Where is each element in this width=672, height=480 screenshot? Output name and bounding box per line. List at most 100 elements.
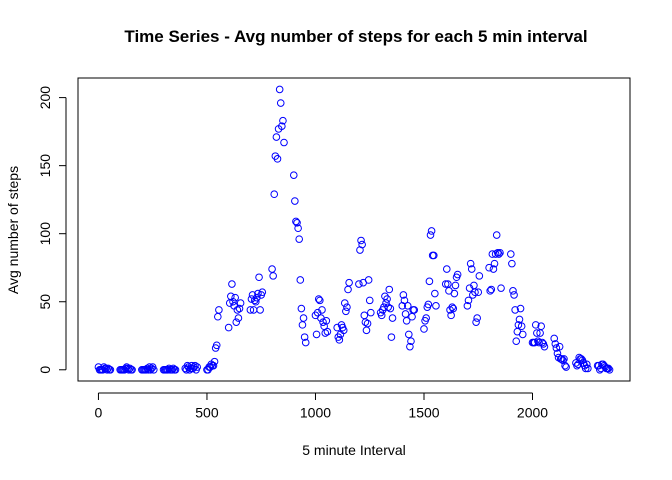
- point: [388, 314, 397, 322]
- point: [361, 318, 370, 326]
- point: [432, 302, 440, 310]
- y-tick-label: 150: [37, 154, 53, 178]
- point: [511, 306, 519, 314]
- point: [447, 311, 455, 320]
- point: [251, 297, 260, 306]
- point: [516, 304, 525, 313]
- point: [558, 355, 566, 363]
- point: [294, 224, 302, 233]
- point: [367, 308, 375, 317]
- point: [467, 265, 476, 273]
- point: [231, 293, 239, 302]
- point: [584, 364, 592, 373]
- x-axis-label: 5 minute Interval: [302, 442, 406, 458]
- point: [517, 322, 526, 331]
- point: [407, 337, 415, 346]
- point: [256, 306, 264, 314]
- point: [268, 265, 276, 273]
- point: [321, 329, 330, 337]
- point: [246, 306, 255, 314]
- y-axis-label: Avg number of steps: [5, 166, 21, 294]
- point: [472, 318, 480, 326]
- point: [562, 363, 570, 371]
- point: [385, 285, 394, 294]
- point: [382, 299, 390, 307]
- point: [497, 284, 505, 292]
- point: [168, 365, 177, 374]
- point: [515, 315, 524, 324]
- point: [340, 299, 349, 307]
- point: [358, 240, 366, 249]
- point: [431, 289, 439, 298]
- point: [507, 250, 515, 258]
- point: [234, 314, 243, 322]
- point: [453, 270, 462, 279]
- point: [450, 289, 459, 298]
- point: [279, 116, 287, 125]
- point: [493, 248, 502, 257]
- point: [495, 250, 503, 258]
- point: [491, 250, 500, 258]
- x-tick-label: 2000: [517, 405, 548, 421]
- x-tick-label: 500: [195, 405, 219, 421]
- point: [289, 171, 298, 179]
- point: [508, 259, 516, 268]
- point: [357, 236, 365, 245]
- point: [149, 365, 158, 374]
- point: [492, 231, 501, 239]
- point: [531, 321, 540, 329]
- point: [335, 336, 344, 344]
- point: [573, 361, 581, 370]
- point: [316, 296, 324, 305]
- point: [364, 276, 373, 284]
- point: [490, 259, 499, 268]
- point: [365, 296, 374, 305]
- point: [272, 133, 281, 141]
- point: [344, 285, 352, 294]
- point: [463, 302, 472, 310]
- point: [509, 287, 517, 295]
- point: [233, 306, 242, 314]
- point: [403, 302, 412, 310]
- point: [270, 190, 279, 199]
- point: [291, 197, 299, 205]
- point: [451, 281, 460, 290]
- point: [298, 321, 307, 329]
- point: [193, 363, 201, 371]
- point: [486, 287, 494, 295]
- point: [401, 310, 410, 318]
- point: [235, 304, 244, 313]
- point: [410, 306, 419, 314]
- point: [561, 361, 569, 370]
- point: [299, 314, 308, 322]
- point: [540, 342, 549, 351]
- point: [427, 227, 436, 235]
- point: [255, 273, 263, 282]
- point: [518, 330, 527, 339]
- y-tick-label: 50: [37, 294, 53, 310]
- point: [339, 326, 348, 335]
- point: [106, 365, 115, 374]
- point: [214, 312, 222, 321]
- point: [510, 291, 518, 299]
- x-tick-label: 1000: [300, 405, 331, 421]
- point: [553, 349, 562, 358]
- point: [538, 338, 547, 347]
- point: [473, 314, 481, 322]
- point: [400, 296, 409, 305]
- point: [512, 337, 521, 346]
- chart-title: Time Series - Avg number of steps for ea…: [124, 27, 587, 46]
- plot-box: [77, 77, 631, 382]
- point: [387, 333, 396, 341]
- point: [224, 323, 233, 332]
- point: [128, 365, 136, 374]
- point: [474, 288, 483, 297]
- point: [408, 312, 416, 321]
- point: [300, 333, 309, 341]
- point: [533, 329, 541, 337]
- point: [275, 85, 284, 94]
- y-tick-label: 200: [37, 86, 53, 110]
- point: [273, 155, 282, 163]
- point: [278, 122, 286, 130]
- point: [322, 316, 331, 325]
